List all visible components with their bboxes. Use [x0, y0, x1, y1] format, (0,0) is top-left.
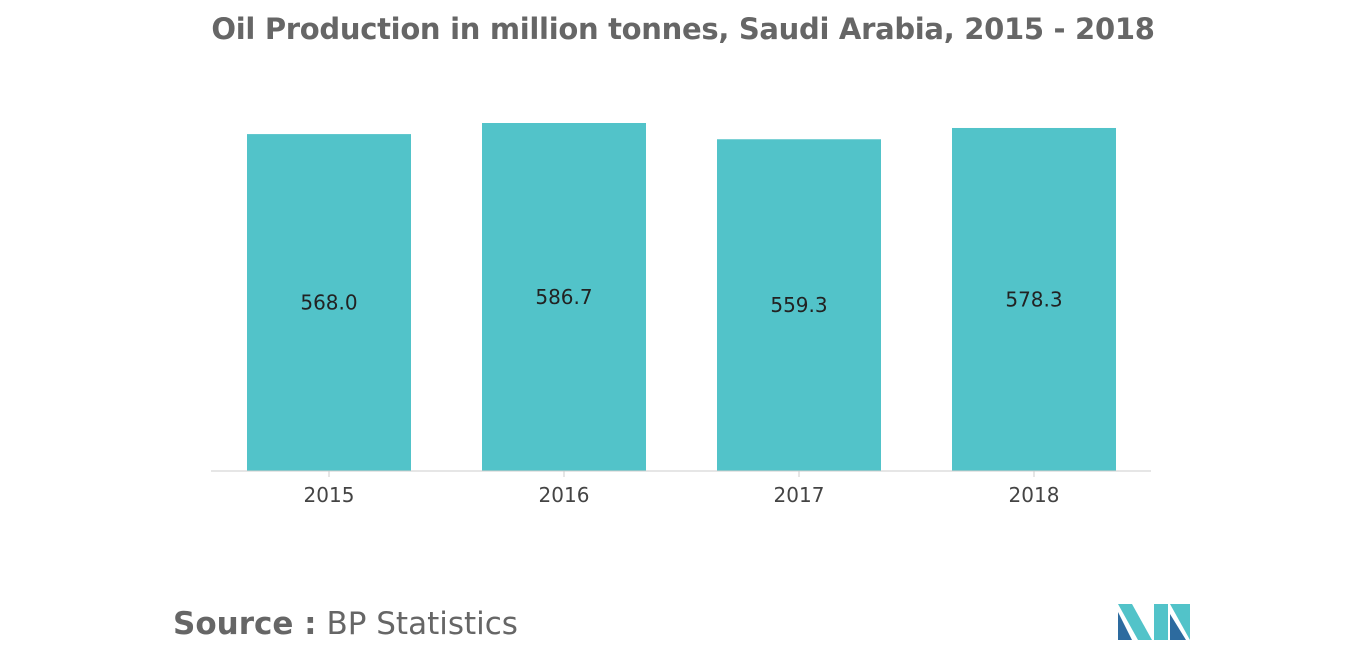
source-prefix: Source :	[173, 606, 317, 642]
x-tick-label-2018: 2018	[1009, 483, 1060, 507]
labels-layer: 568.0 586.7 559.3 578.3	[300, 285, 1062, 317]
chart-title: Oil Production in million tonnes, Saudi …	[211, 12, 1155, 46]
bar-2018	[952, 127, 1116, 471]
bars-layer	[247, 123, 1116, 472]
bar-2016	[482, 123, 646, 471]
ticks-layer: 2015 2016 2017 2018	[304, 471, 1060, 507]
x-tick-label-2016: 2016	[539, 483, 590, 507]
bar-2017	[717, 139, 881, 471]
data-label-2016: 586.7	[535, 285, 592, 309]
bar-2015	[247, 134, 411, 472]
source-text: BP Statistics	[326, 606, 518, 642]
x-tick-label-2015: 2015	[304, 483, 355, 507]
source-note: Source : BP Statistics	[173, 606, 518, 642]
data-label-2018: 578.3	[1005, 287, 1062, 311]
bar-chart: 2015 2016 2017 2018 568.0 586.7 559.3 578.3	[211, 123, 1151, 507]
mordor-intelligence-logo-icon	[1118, 604, 1190, 640]
data-label-2015: 568.0	[300, 291, 357, 315]
x-tick-label-2017: 2017	[774, 483, 825, 507]
data-label-2017: 559.3	[770, 293, 827, 317]
